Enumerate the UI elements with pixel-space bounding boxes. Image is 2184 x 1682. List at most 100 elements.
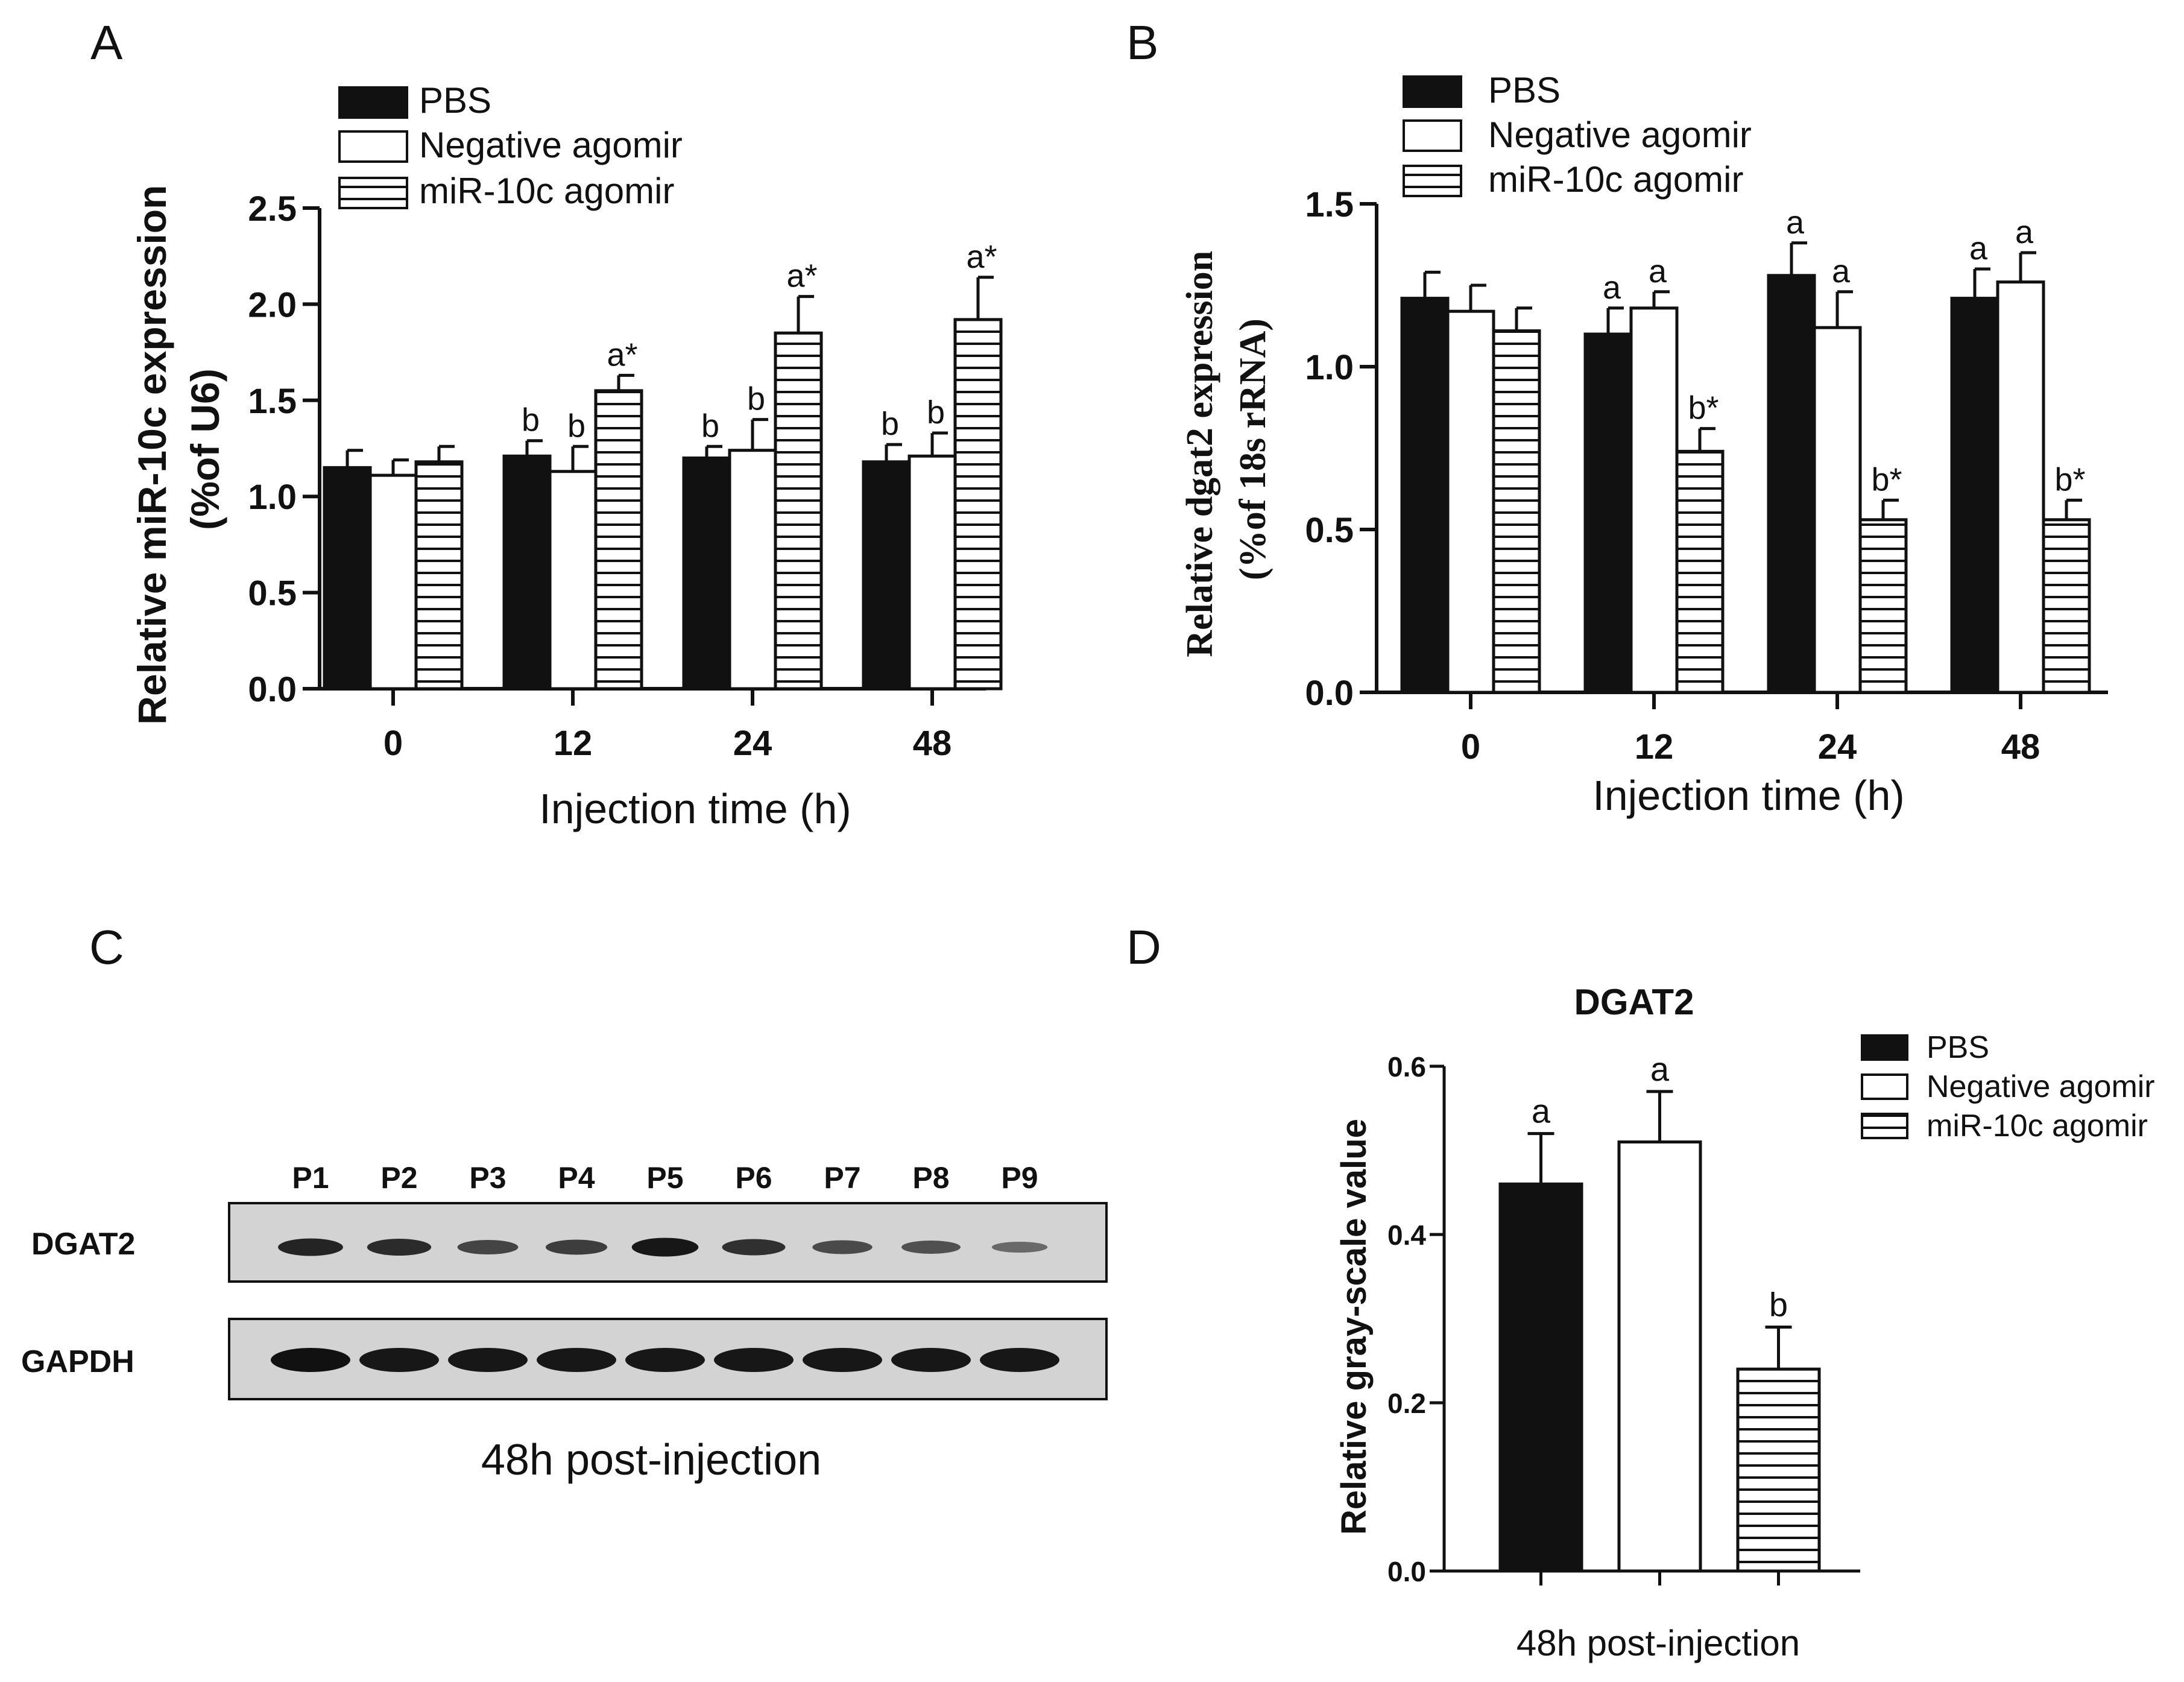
y-tick-label: 0.5 bbox=[1305, 511, 1354, 550]
band-gapdh-p4 bbox=[537, 1348, 616, 1372]
significance-label: b bbox=[927, 394, 945, 431]
bar-mir-10c-agomir-24 bbox=[774, 331, 823, 691]
panel-label-a: A bbox=[90, 16, 123, 69]
y-tick-label: 2.0 bbox=[248, 285, 297, 324]
band-gapdh-p1 bbox=[271, 1348, 350, 1372]
legend-swatch-negative-agomir bbox=[1861, 1073, 1908, 1100]
bar-pbs-24 bbox=[682, 456, 731, 691]
x-tick-label-12: 12 bbox=[554, 724, 593, 763]
band-dgat2-p5 bbox=[631, 1238, 699, 1257]
legend-label-mir10c-agomir: miR-10c agomir bbox=[1488, 159, 1743, 200]
band-gapdh-p2 bbox=[359, 1348, 439, 1372]
legend-swatch-pbs bbox=[1403, 75, 1462, 108]
y-tick-label: 0.4 bbox=[1387, 1219, 1426, 1251]
y-tick-label: 1.5 bbox=[1305, 185, 1354, 224]
panel-b-x-label: Injection time (h) bbox=[1592, 772, 1904, 819]
legend-label-pbs: PBS bbox=[419, 80, 491, 121]
bar-negative-agomir-48 bbox=[1996, 280, 2045, 694]
legend-label-mir10c-agomir: miR-10c agomir bbox=[1927, 1108, 2148, 1143]
bar-negative-agomir-0 bbox=[1446, 309, 1495, 694]
legend-swatch-negative-agomir bbox=[1403, 119, 1462, 152]
lane-label-p5: P5 bbox=[646, 1161, 683, 1195]
bar-mir-10c-agomir-12 bbox=[1675, 449, 1725, 694]
bar-negative-agomir-24 bbox=[1813, 326, 1862, 694]
significance-label: a bbox=[1532, 1092, 1551, 1130]
bar-mir-10c-agomir-0 bbox=[414, 460, 464, 691]
blot-row-label-dgat2: DGAT2 bbox=[31, 1227, 135, 1262]
legend-label-pbs: PBS bbox=[1927, 1030, 1989, 1065]
y-tick-label: 0.0 bbox=[1305, 674, 1354, 713]
bar-mir-10c-agomir-12 bbox=[594, 389, 643, 691]
significance-label: a bbox=[1832, 253, 1851, 289]
y-tick-label: 1.0 bbox=[248, 478, 297, 517]
significance-label: b bbox=[881, 406, 899, 442]
legend-swatch-mir10c-agomir bbox=[1861, 1113, 1908, 1139]
bar-mir-10c-agomir-48 bbox=[953, 318, 1003, 691]
panel-label-c: C bbox=[89, 920, 124, 974]
panel-a-legend: PBS Negative agomir miR-10c agomir bbox=[338, 80, 683, 211]
panel-d-x-label: 48h post-injection bbox=[1516, 1623, 1800, 1663]
legend-label-negative-agomir: Negative agomir bbox=[1488, 115, 1752, 155]
bar-negative-agomir-48 bbox=[907, 454, 957, 691]
y-tick-label: 0.2 bbox=[1387, 1388, 1426, 1419]
panel-b-chart: PBS Negative agomir miR-10c agomir 0.0 0.… bbox=[1179, 70, 2108, 819]
panel-a-y-label: Relative miR-10c expression (%of U6) bbox=[130, 174, 227, 724]
lane-label-p9: P9 bbox=[1001, 1161, 1038, 1195]
significance-label: a* bbox=[966, 239, 997, 275]
band-gapdh-p5 bbox=[625, 1348, 705, 1372]
band-dgat2-p3 bbox=[457, 1240, 519, 1254]
bar-negative-agomir-12 bbox=[1629, 306, 1679, 694]
bar-negative-agomir-24 bbox=[728, 449, 777, 691]
panel-d-y-axis: 0.0 0.2 0.4 0.6 bbox=[1387, 1051, 1446, 1587]
bar-pbs-0 bbox=[1400, 297, 1450, 694]
significance-label: a* bbox=[607, 337, 637, 373]
significance-label: b bbox=[701, 408, 719, 444]
bar-mir-10c-agomir-24 bbox=[1858, 518, 1908, 694]
bar-mir-10c-agomir bbox=[1736, 1367, 1821, 1573]
legend-swatch-pbs bbox=[1861, 1034, 1908, 1061]
bar-pbs-48 bbox=[1950, 297, 1999, 694]
legend-swatch-mir10c-agomir bbox=[1403, 165, 1462, 197]
band-gapdh-p3 bbox=[448, 1348, 528, 1372]
legend-swatch-pbs bbox=[338, 86, 408, 119]
significance-label: b* bbox=[2054, 461, 2085, 498]
band-dgat2-p7 bbox=[812, 1240, 873, 1254]
bar-negative-agomir bbox=[1617, 1140, 1702, 1573]
y-tick-label: 0.6 bbox=[1387, 1051, 1426, 1083]
y-tick-label: 1.5 bbox=[248, 382, 297, 421]
blot-row-label-gapdh: GAPDH bbox=[21, 1344, 134, 1379]
legend-swatch-negative-agomir bbox=[338, 130, 408, 163]
panel-a-y-axis: 0.0 0.5 1.0 1.5 2.0 2.5 bbox=[248, 189, 321, 709]
panel-b-y-axis: 0.0 0.5 1.0 1.5 bbox=[1305, 185, 1378, 713]
panel-a-chart: PBS Negative agomir miR-10c agomir 0.00.… bbox=[130, 80, 1003, 832]
band-gapdh-p6 bbox=[714, 1348, 794, 1372]
panel-label-d: D bbox=[1126, 920, 1161, 974]
significance-label: b bbox=[747, 381, 765, 417]
significance-label: a bbox=[2015, 214, 2034, 250]
band-dgat2-p9 bbox=[991, 1242, 1048, 1253]
legend-swatch-mir10c-agomir bbox=[338, 177, 408, 209]
band-dgat2-p8 bbox=[901, 1241, 961, 1254]
panel-d-y-label: Relative gray-scale value bbox=[1334, 1119, 1374, 1535]
legend-label-negative-agomir: Negative agomir bbox=[1927, 1069, 2155, 1104]
lane-label-p7: P7 bbox=[824, 1161, 860, 1195]
band-dgat2-p4 bbox=[545, 1239, 608, 1255]
band-dgat2-p6 bbox=[722, 1239, 786, 1256]
lane-label-p6: P6 bbox=[735, 1161, 772, 1195]
panel-b-y-label-line-1: Relative dgat2 expression bbox=[1179, 251, 1220, 657]
band-dgat2-p2 bbox=[367, 1239, 432, 1256]
significance-label: a bbox=[1650, 1050, 1670, 1088]
bar-mir-10c-agomir-0 bbox=[1492, 329, 1541, 694]
panel-b-y-label: Relative dgat2 expression (%of 18s rRNA) bbox=[1179, 241, 1273, 657]
lane-label-p8: P8 bbox=[912, 1161, 949, 1195]
band-gapdh-p8 bbox=[891, 1348, 971, 1372]
legend-label-mir10c-agomir: miR-10c agomir bbox=[419, 171, 674, 211]
significance-label: a bbox=[1969, 230, 1988, 267]
significance-label: a bbox=[1649, 253, 1667, 289]
significance-label: b bbox=[1769, 1285, 1788, 1323]
bar-negative-agomir-12 bbox=[548, 470, 598, 691]
panel-a-y-label-line-1: Relative miR-10c expression bbox=[130, 185, 174, 725]
panel-b-legend: PBS Negative agomir miR-10c agomir bbox=[1403, 70, 1752, 200]
panel-a-y-label-line-2: (%of U6) bbox=[183, 368, 227, 530]
panel-d-x-axis bbox=[1444, 1569, 1860, 1586]
